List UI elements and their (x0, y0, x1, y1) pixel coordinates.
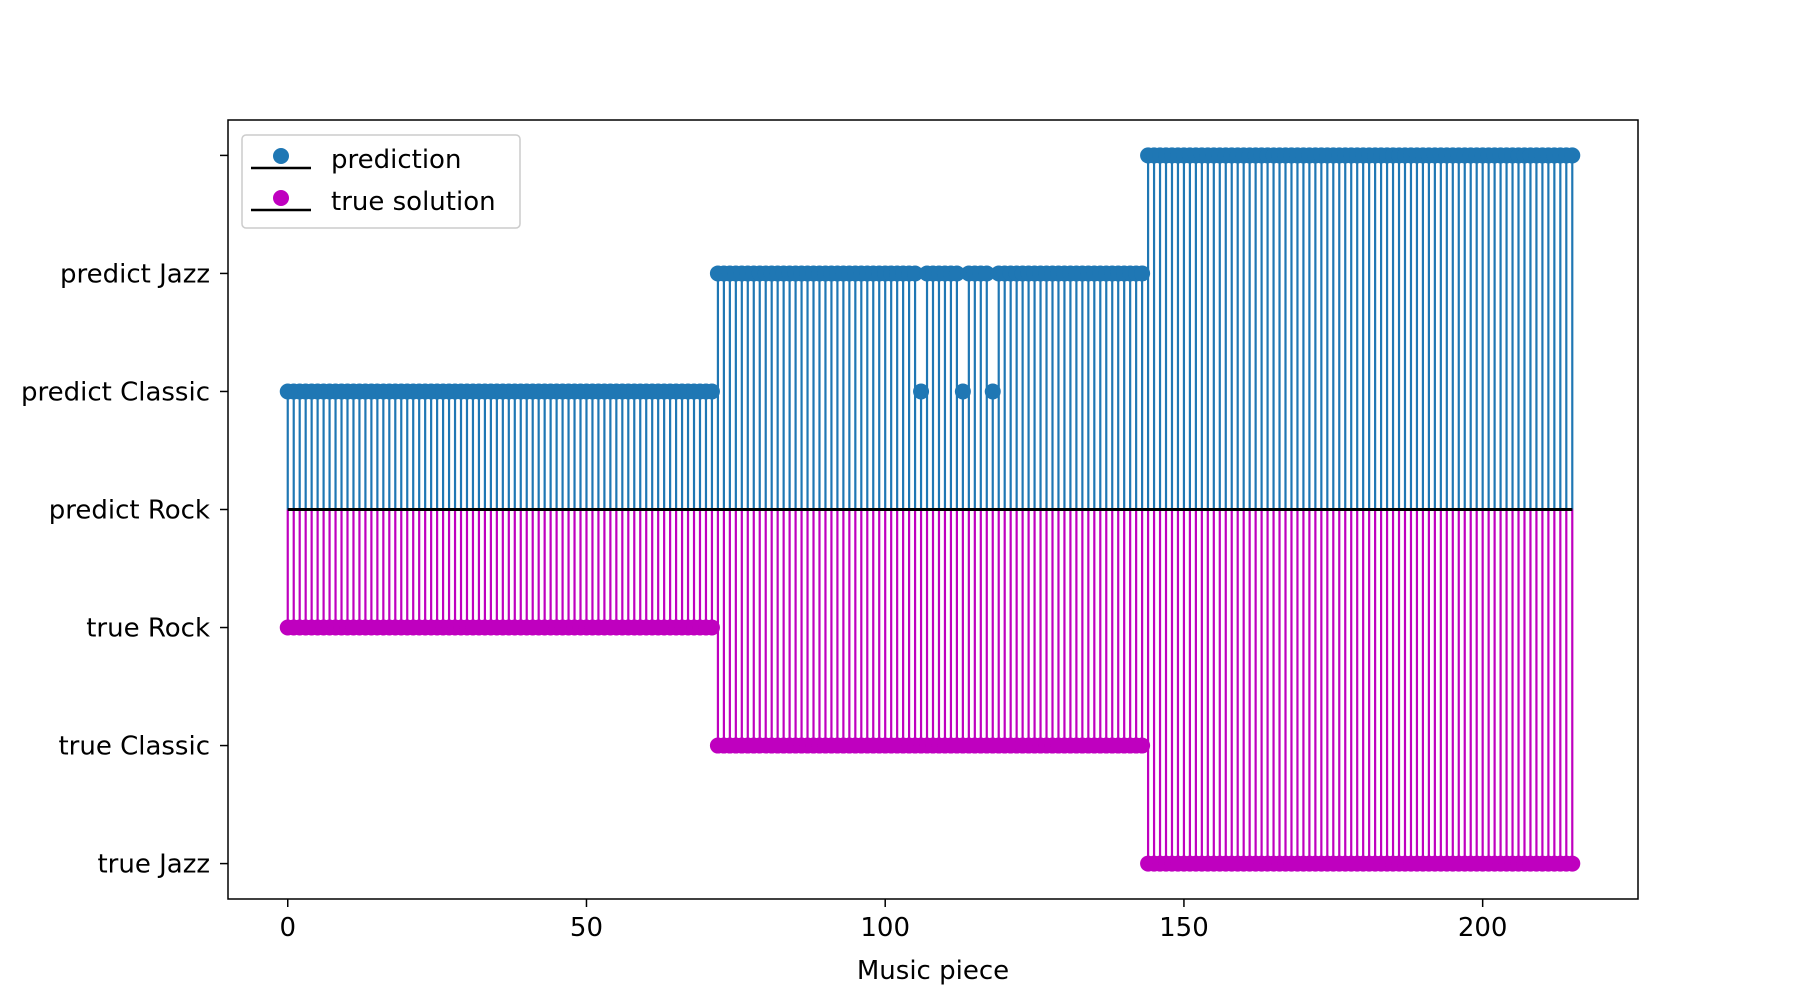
y-tick-label: predict Classic (21, 377, 210, 407)
x-tick-label: 100 (860, 913, 910, 943)
legend: prediction true solution (241, 134, 521, 229)
prediction-marker (954, 383, 971, 400)
y-tick-label: true Rock (86, 614, 210, 644)
x-tick-label: 0 (279, 913, 296, 943)
prediction-marker (703, 383, 720, 400)
y-axis: true Jazz true Classic true Rock predict Ro… (21, 154, 228, 880)
y-tick-label: true Classic (58, 732, 210, 762)
stem-markers (279, 147, 1581, 872)
true-marker (1134, 737, 1151, 754)
prediction-marker (984, 383, 1001, 400)
legend-prediction-marker (273, 148, 289, 164)
x-tick-label: 200 (1458, 913, 1508, 943)
x-tick-label: 50 (570, 913, 603, 943)
legend-true-marker (273, 190, 289, 206)
x-tick-label: 150 (1159, 913, 1209, 943)
y-tick-label: true Jazz (97, 850, 210, 880)
true-marker (703, 619, 720, 636)
legend-true-label: true solution (331, 187, 496, 217)
legend-prediction-label: prediction (331, 145, 461, 175)
true-marker (1564, 855, 1581, 872)
prediction-marker (978, 265, 995, 282)
x-axis-label: Music piece (857, 956, 1009, 986)
prediction-marker (948, 265, 965, 282)
prediction-marker (1564, 147, 1581, 164)
y-tick-label: predict Rock (49, 496, 210, 526)
prediction-marker (1134, 265, 1151, 282)
prediction-marker (913, 383, 930, 400)
y-tick-label: predict Jazz (60, 259, 210, 289)
legend-box (241, 134, 521, 229)
x-axis: 0 50 100 150 200 (279, 899, 1507, 943)
prediction-marker (907, 265, 924, 282)
